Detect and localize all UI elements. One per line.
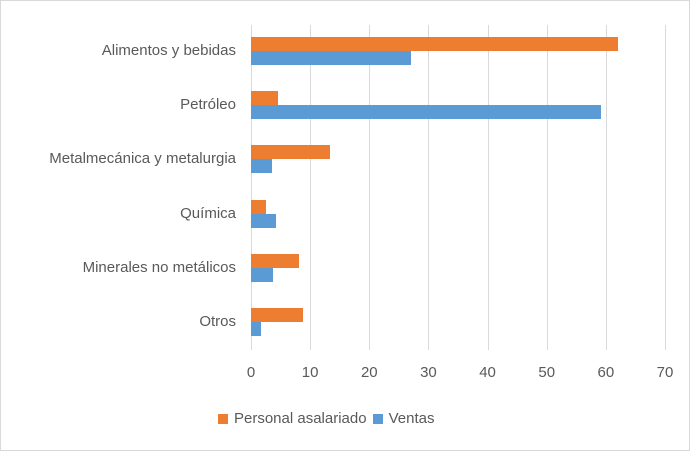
legend-item: Ventas — [372, 410, 435, 427]
bar-personal-asalariado — [251, 145, 331, 160]
tick-label: 10 — [301, 364, 319, 381]
tick-label: 50 — [538, 364, 556, 381]
category-label: Otros — [199, 312, 236, 330]
legend-swatch-icon — [372, 413, 383, 424]
plot-area — [251, 25, 666, 350]
legend-label: Personal asalariado — [234, 410, 367, 427]
legend-item: Personal asalariado — [218, 410, 367, 427]
tick-label: 70 — [656, 364, 674, 381]
category-label: Metalmecánica y metalurgia — [49, 150, 236, 168]
bar-ventas — [251, 105, 602, 120]
gridline — [369, 25, 370, 350]
bar-ventas — [251, 213, 276, 228]
gridline — [665, 25, 666, 350]
bar-personal-asalariado — [251, 91, 279, 106]
gridline — [606, 25, 607, 350]
legend-label: Ventas — [388, 410, 435, 427]
tick-label: 0 — [246, 364, 256, 381]
bar-personal-asalariado — [251, 253, 300, 268]
legend: Personal asalariado Ventas — [218, 410, 434, 427]
bar-personal-asalariado — [251, 37, 619, 51]
bar-personal-asalariado — [251, 199, 266, 214]
bar-ventas — [251, 159, 273, 174]
tick-label: 40 — [479, 364, 496, 381]
bar-ventas — [251, 267, 274, 282]
gridline — [488, 25, 489, 350]
gridline — [251, 25, 252, 350]
category-label: Minerales no metálicos — [82, 258, 236, 276]
gridline — [547, 25, 548, 350]
bar-personal-asalariado — [251, 307, 304, 322]
gridline — [428, 25, 429, 350]
category-label: Química — [180, 204, 236, 222]
bar-ventas — [251, 321, 262, 336]
category-label: Alimentos y bebidas — [101, 42, 236, 59]
bar-ventas — [251, 51, 411, 65]
tick-label: 60 — [597, 364, 615, 381]
tick-label: 20 — [360, 364, 378, 381]
tick-label: 30 — [420, 364, 437, 381]
category-label: Petróleo — [180, 96, 236, 114]
legend-swatch-icon — [218, 413, 228, 424]
gridline — [310, 25, 311, 350]
